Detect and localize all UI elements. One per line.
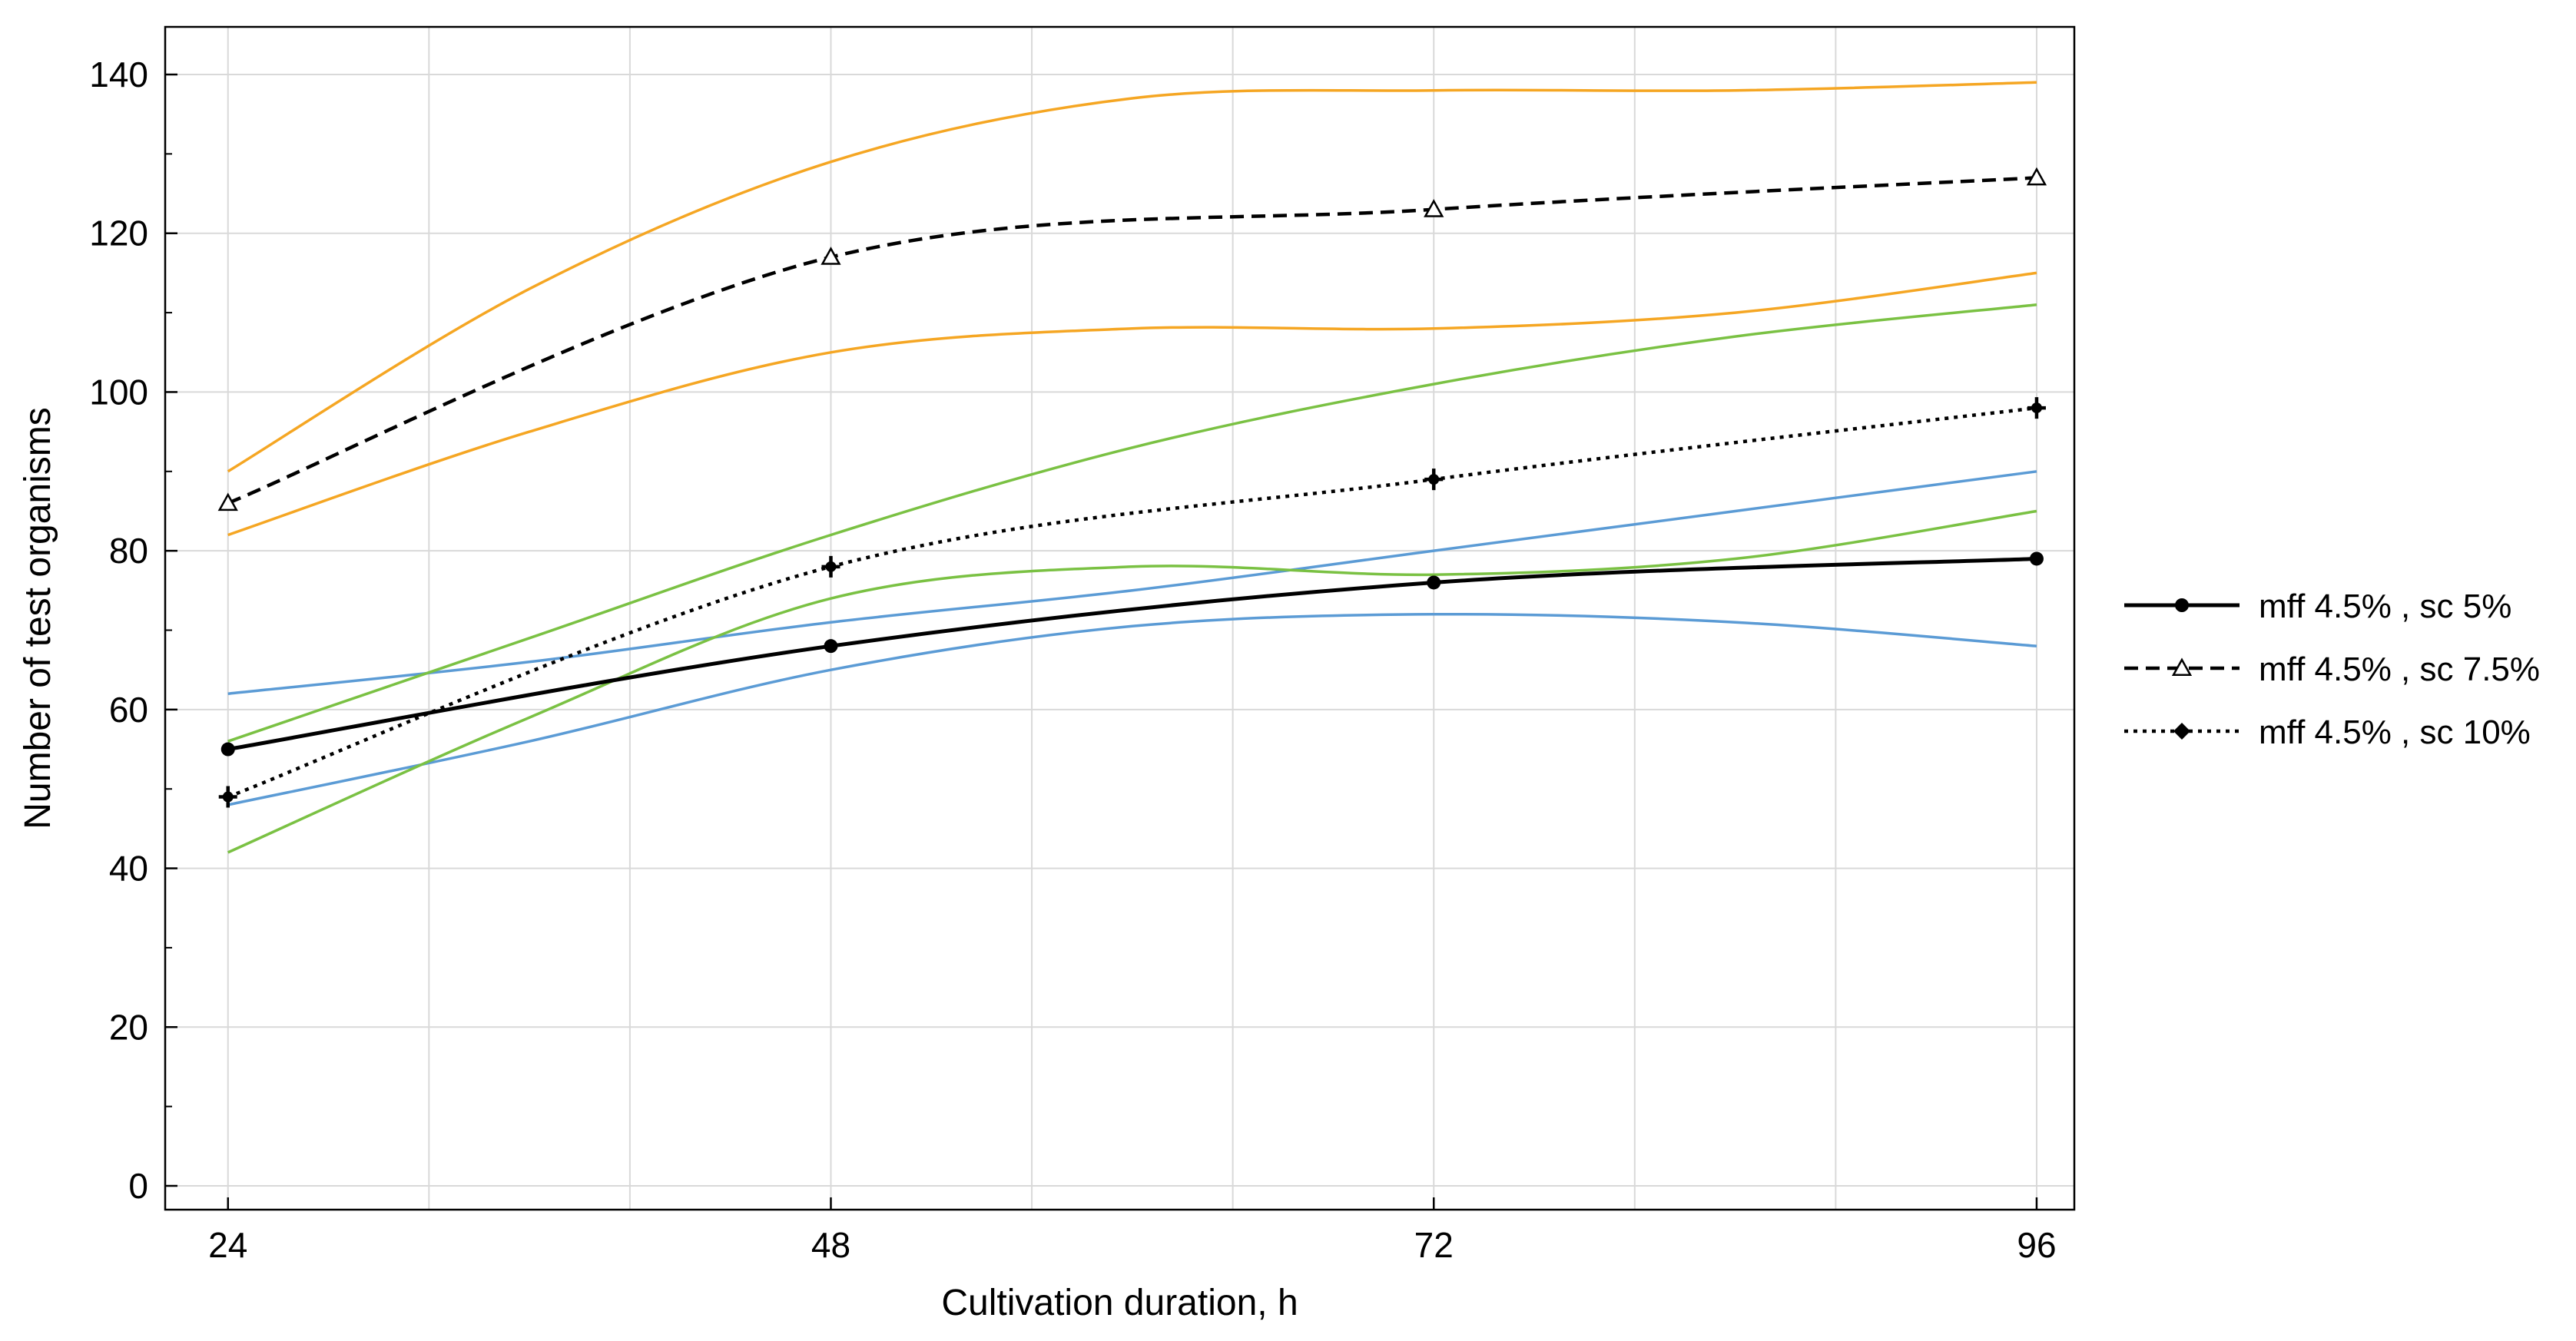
band-upper-line [227, 303, 2037, 743]
data-point-marker [2026, 167, 2047, 186]
x-tick-label: 48 [811, 1225, 850, 1265]
legend-marker [2173, 723, 2190, 740]
series-line [227, 406, 2037, 799]
series-line [227, 176, 2037, 505]
data-point-marker [2029, 551, 2044, 566]
data-point-marker [1427, 575, 1441, 590]
legend-label: mff 4.5% , sc 10% [2259, 714, 2531, 751]
confidence-bands [227, 81, 2037, 854]
y-tick-label: 0 [128, 1166, 148, 1206]
x-tick-label: 24 [208, 1225, 247, 1265]
band-lower-line [227, 612, 2037, 806]
data-series [217, 167, 2047, 808]
grid-lines [165, 27, 2074, 1210]
band-upper-line [227, 81, 2037, 473]
legend-label: mff 4.5% , sc 5% [2259, 588, 2511, 625]
data-point-marker [2171, 657, 2193, 677]
plot-frame [164, 25, 2076, 1211]
axis-ticks: 0 20 40 60 80 100 120 140 24 48 72 96 [89, 55, 2056, 1265]
y-tick-label: 120 [89, 214, 148, 253]
y-tick-label: 20 [109, 1007, 148, 1047]
band-upper-line [227, 470, 2037, 695]
band-lower-line [227, 271, 2037, 537]
data-point-marker [825, 561, 837, 572]
data-point-marker [2031, 402, 2042, 414]
x-tick-label: 96 [2017, 1225, 2056, 1265]
data-point-marker [1424, 199, 1444, 217]
x-axis-label: Cultivation duration, h [941, 1283, 1298, 1323]
y-tick-label: 40 [109, 849, 148, 889]
data-point-marker [220, 742, 235, 757]
y-tick-label: 100 [89, 372, 148, 412]
series-line [227, 557, 2037, 751]
data-point-marker [821, 247, 841, 265]
legend: mff 4.5% , sc 5% mff 4.5% , sc 7.5% mff 4.… [2124, 588, 2540, 751]
legend-label: mff 4.5% , sc 7.5% [2259, 651, 2540, 688]
data-point-marker [824, 639, 838, 654]
y-axis-label: Number of test organisms [18, 407, 58, 829]
y-tick-label: 140 [89, 55, 148, 94]
band-lower-line [227, 509, 2037, 854]
data-point-marker [217, 492, 238, 512]
data-point-marker [2175, 598, 2189, 612]
y-tick-label: 60 [109, 690, 148, 730]
x-tick-label: 72 [1414, 1225, 1454, 1265]
data-point-marker [222, 791, 234, 803]
data-point-marker [1428, 474, 1440, 485]
y-tick-label: 80 [109, 531, 148, 571]
